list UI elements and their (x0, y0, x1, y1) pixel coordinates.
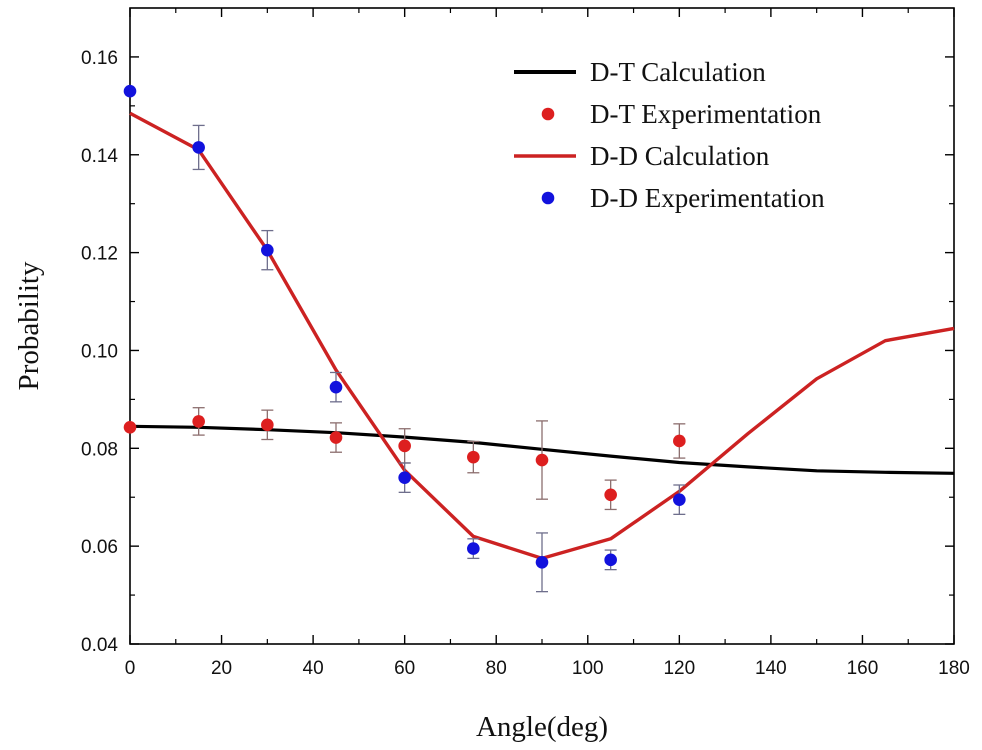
point-d-t-experimentation (192, 415, 205, 428)
series-layer (123, 84, 955, 593)
y-tick-label: 0.12 (81, 244, 118, 265)
x-tick-label: 40 (303, 658, 324, 679)
y-tick-label: 0.14 (81, 146, 118, 167)
x-tick-label: 140 (755, 658, 787, 679)
point-d-t-experimentation (467, 450, 480, 464)
point-d-t-experimentation (261, 418, 274, 432)
point-d-d-experimentation (535, 555, 549, 569)
point-d-t-experimentation (398, 439, 411, 453)
legend-swatch-d-t-experimentation (541, 107, 555, 121)
legend-label-d-d-calculation: D-D Calculation (590, 141, 770, 171)
point-d-t-experimentation (535, 453, 549, 467)
point-d-t-experimentation (673, 434, 686, 448)
x-tick-label: 100 (572, 658, 604, 679)
point-d-d-experimentation (673, 493, 686, 506)
point-d-d-experimentation (192, 141, 205, 154)
legend-label-d-t-experimentation: D-T Experimentation (590, 99, 822, 129)
x-tick-label: 20 (211, 658, 232, 679)
x-tick-label: 160 (847, 658, 879, 679)
point-d-d-experimentation (467, 542, 480, 555)
axis-ticks: 0 20 40 60 80 100 120 140 160 180 0.04 0.06 0.08 0.10… (81, 8, 970, 679)
legend-swatch-d-d-experimentation (541, 191, 555, 205)
point-d-d-experimentation (261, 243, 274, 257)
x-axis-label: Angle(deg) (476, 711, 608, 743)
legend-label-d-t-calculation: D-T Calculation (590, 57, 766, 87)
point-d-d-experimentation (604, 553, 617, 567)
point-d-d-experimentation (123, 84, 137, 98)
y-axis-label: Probability (13, 261, 45, 390)
y-tick-label: 0.08 (81, 439, 118, 460)
point-d-t-experimentation (329, 431, 343, 444)
y-tick-label: 0.06 (81, 537, 118, 558)
x-tick-label: 60 (394, 658, 415, 679)
point-d-d-experimentation (329, 380, 343, 394)
y-tick-label: 0.04 (81, 635, 118, 656)
x-tick-label: 0 (125, 658, 136, 679)
y-tick-label: 0.16 (81, 48, 118, 69)
point-d-t-experimentation (123, 420, 137, 434)
x-tick-label: 180 (938, 658, 970, 679)
x-tick-label: 80 (486, 658, 507, 679)
legend-label-d-d-experimentation: D-D Experimentation (590, 183, 825, 213)
y-tick-label: 0.10 (81, 341, 118, 362)
legend: D-T Calculation D-T Experimentation D-D Ca… (514, 57, 825, 213)
point-d-d-experimentation (398, 471, 411, 484)
x-tick-label: 120 (663, 658, 695, 679)
point-d-t-experimentation (604, 488, 617, 502)
